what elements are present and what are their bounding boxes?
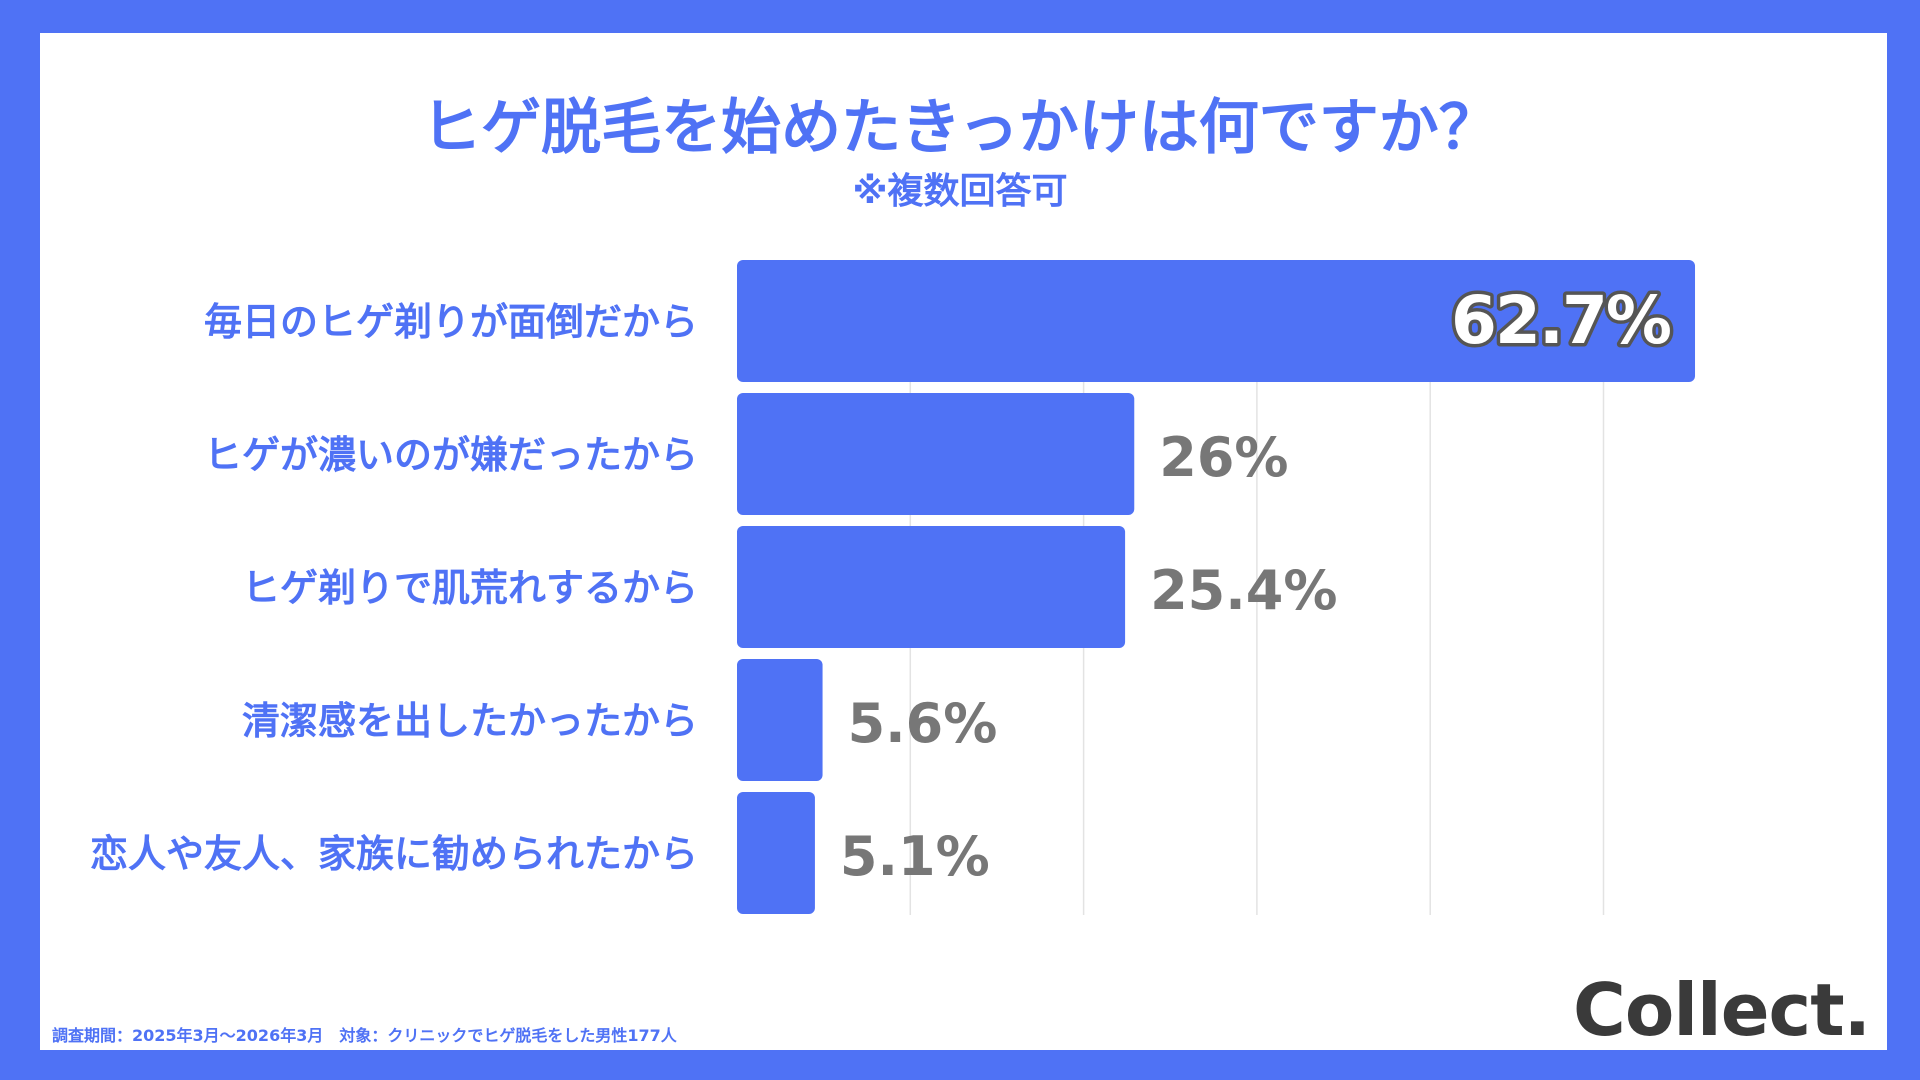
bar — [737, 659, 823, 781]
collect-logo: Collect. — [1573, 968, 1871, 1052]
bar — [737, 526, 1126, 648]
value-label: 26% — [1159, 426, 1288, 489]
chart-title: ヒゲ脱毛を始めたきっかけは何ですか？ — [421, 93, 1499, 163]
category-label: 清潔感を出したかったから — [242, 699, 698, 743]
value-label: 5.6% — [848, 692, 998, 755]
category-labels: 毎日のヒゲ剃りが面倒だからヒゲが濃いのが嫌だったからヒゲ剃りで肌荒れするから清潔… — [90, 300, 698, 876]
category-label: 恋人や友人、家族に勧められたから — [90, 832, 698, 876]
category-label: 毎日のヒゲ剃りが面倒だから — [204, 300, 698, 344]
value-label: 5.1% — [840, 825, 990, 888]
value-labels: 62.7% 26% 25.4% 5.6% 5.1% — [840, 279, 1676, 889]
value-label: 62.7% — [1451, 282, 1671, 359]
value-label: 25.4% — [1150, 559, 1337, 622]
bar — [737, 393, 1135, 515]
chart-subtitle: ※複数回答可 — [852, 171, 1068, 212]
survey-footnote: 調査期間：2025年3月〜2026年3月 対象：クリニックでヒゲ脱毛をした男性1… — [52, 1026, 677, 1045]
bars — [737, 260, 1696, 914]
category-label: ヒゲ剃りで肌荒れするから — [242, 566, 698, 610]
category-label: ヒゲが濃いのが嫌だったから — [204, 433, 698, 477]
bar — [737, 792, 815, 914]
bar — [737, 260, 1696, 382]
